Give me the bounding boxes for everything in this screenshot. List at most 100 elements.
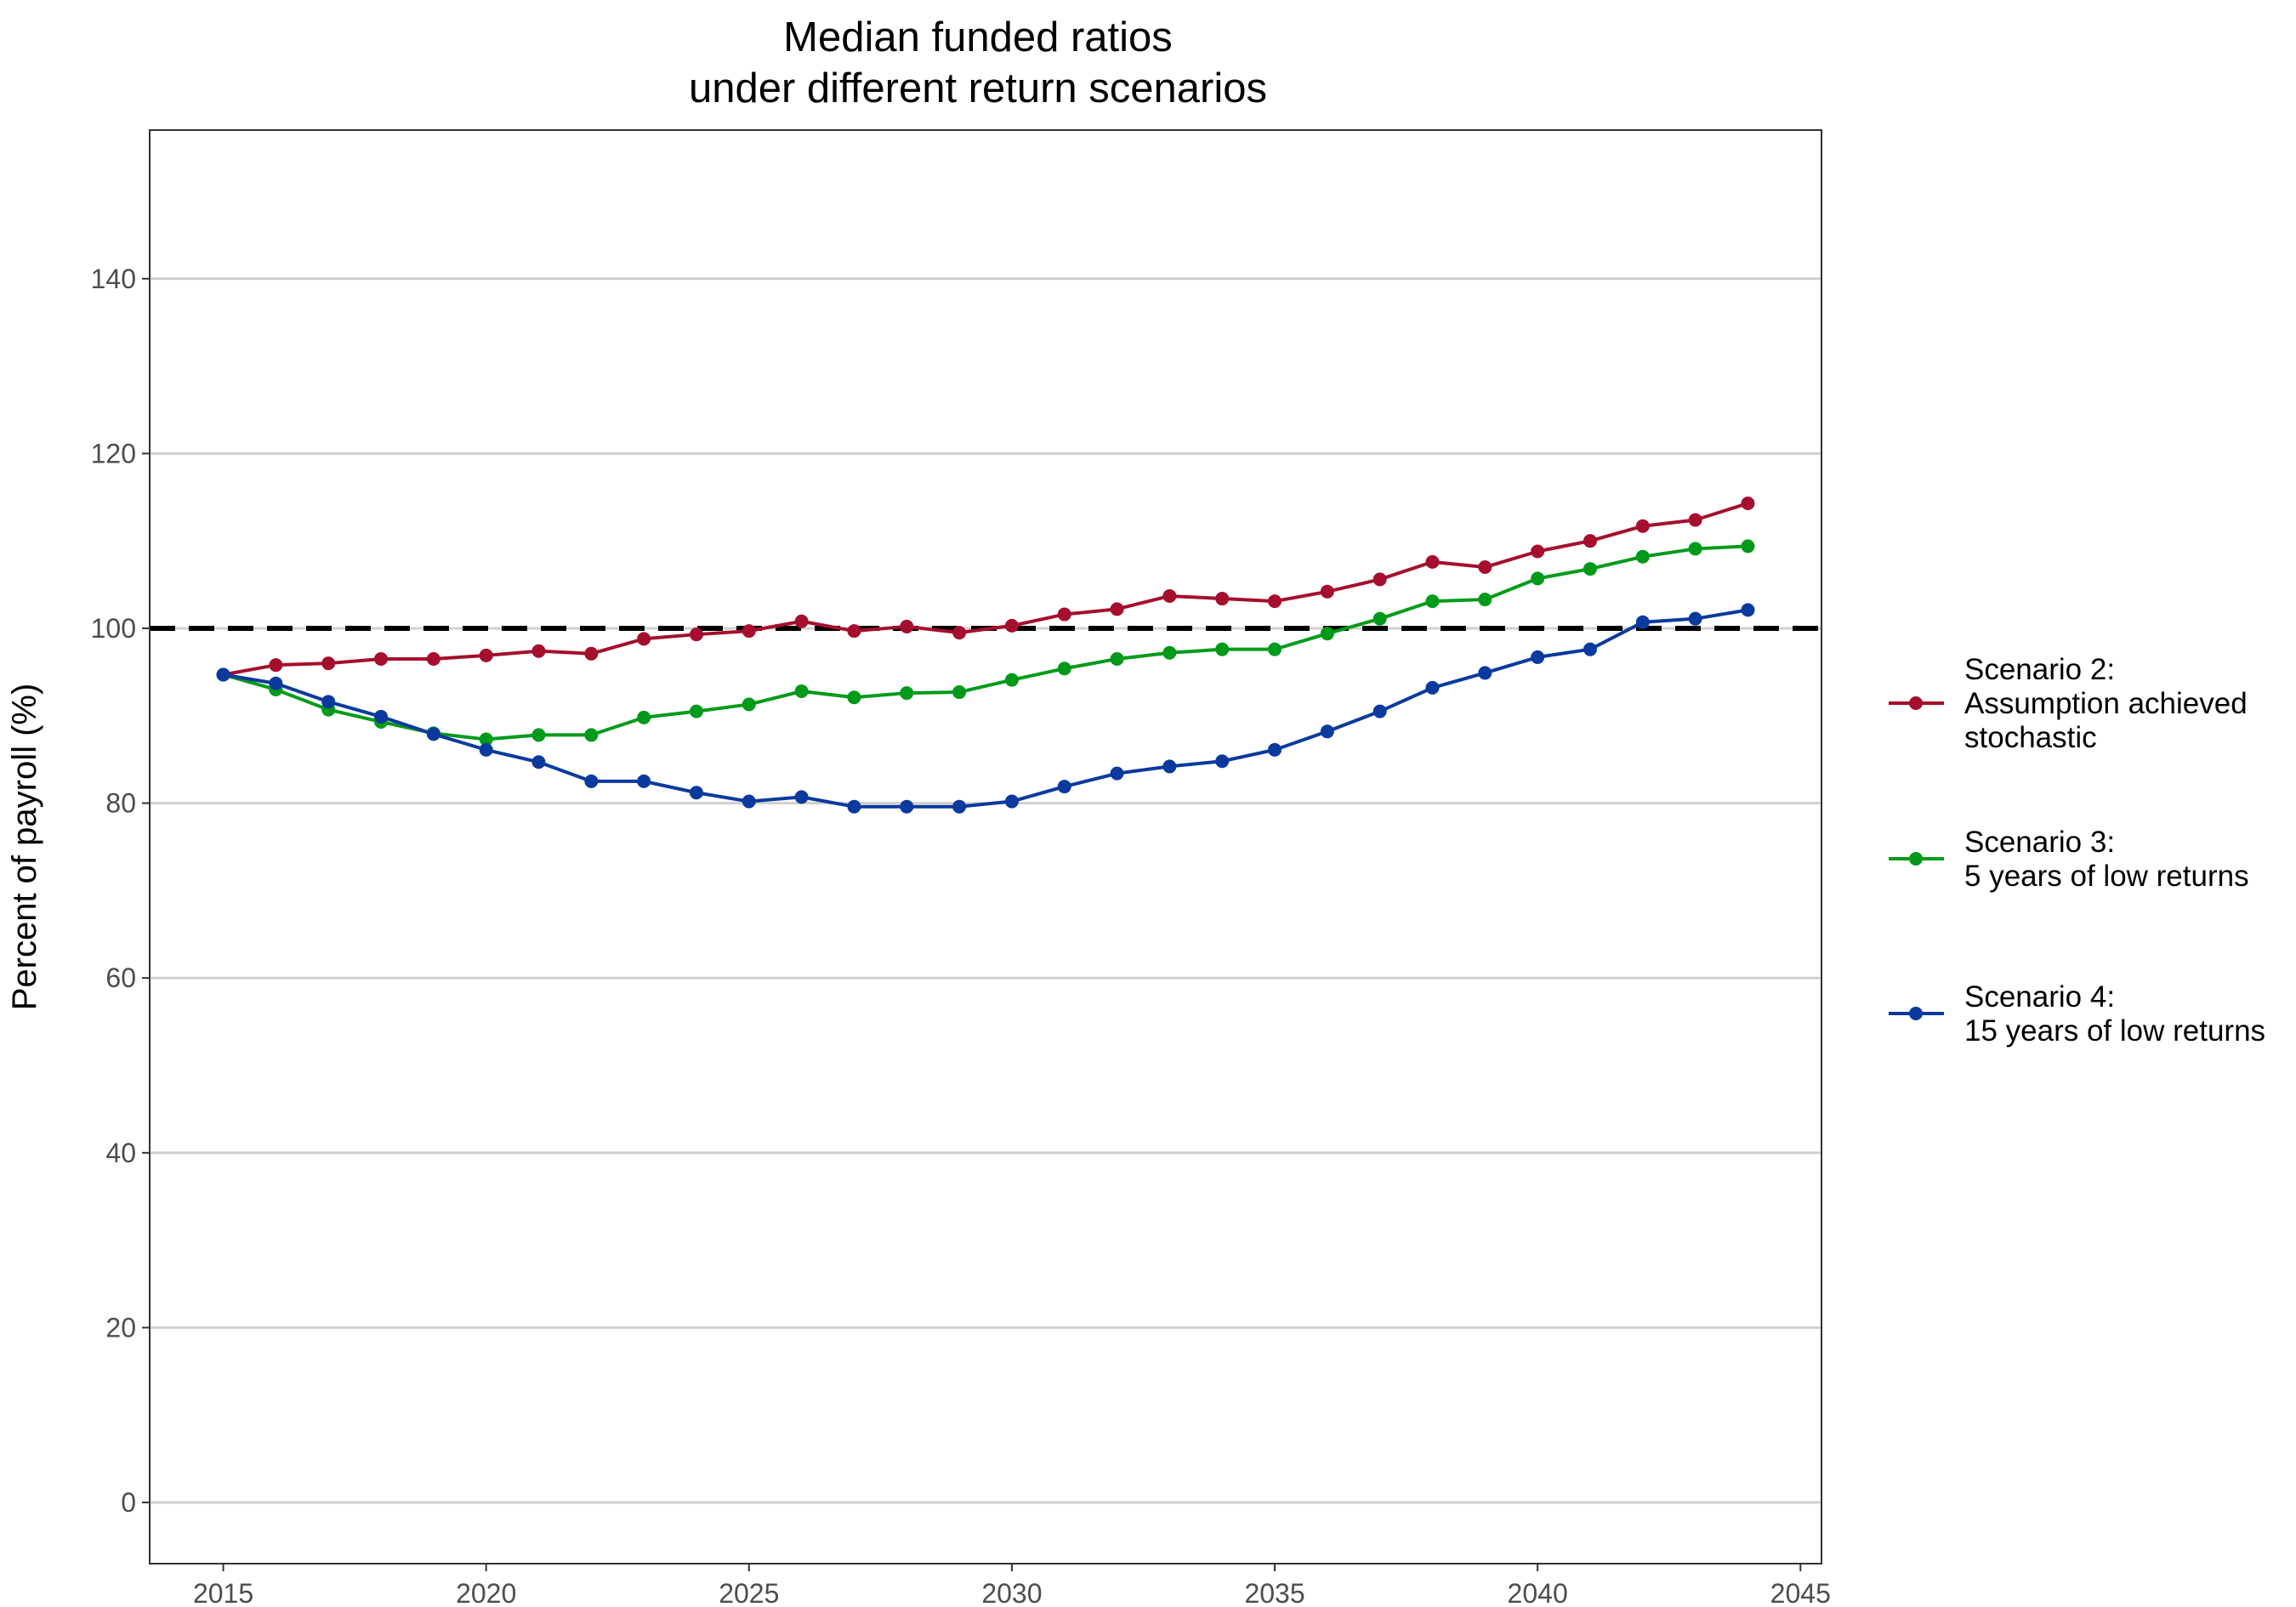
series-2-point-2023 bbox=[637, 710, 651, 724]
series-3-point-2025 bbox=[742, 794, 756, 809]
series-1-point-2020 bbox=[479, 648, 493, 662]
series-3-point-2023 bbox=[637, 774, 651, 788]
series-3-point-2024 bbox=[689, 786, 703, 800]
y-tick-label-140: 140 bbox=[91, 264, 136, 294]
series-1-point-2032 bbox=[1110, 602, 1124, 616]
series-2 bbox=[216, 539, 1755, 747]
series-1-point-2044 bbox=[1741, 496, 1755, 510]
series-2-point-2038 bbox=[1425, 594, 1440, 609]
series-2-line bbox=[223, 544, 1748, 741]
series-1-point-2028 bbox=[900, 619, 914, 633]
series-3-point-2033 bbox=[1162, 759, 1177, 774]
series-2-point-2034 bbox=[1215, 642, 1230, 656]
series-1-point-2027 bbox=[847, 624, 861, 639]
series-2-point-2033 bbox=[1162, 645, 1177, 660]
legend-label-2-line-1: Scenario 3: bbox=[1964, 826, 2115, 859]
series-1-point-2024 bbox=[689, 627, 703, 642]
series-2-point-2027 bbox=[847, 690, 861, 705]
legend-label-1-line-2: Assumption achieved bbox=[1964, 687, 2248, 720]
legend-entry-3: Scenario 4:15 years of low returns bbox=[1889, 980, 2265, 1048]
series-2-point-2042 bbox=[1635, 549, 1650, 564]
series-3-point-2035 bbox=[1268, 742, 1282, 757]
series-1-point-2030 bbox=[1004, 618, 1019, 633]
series-1-point-2026 bbox=[794, 614, 809, 628]
y-tick-label-100: 100 bbox=[91, 613, 136, 644]
x-tick-label-2045: 2045 bbox=[1770, 1578, 1831, 1607]
series-3-point-2017 bbox=[321, 695, 336, 709]
series-3-point-2036 bbox=[1320, 724, 1334, 739]
series-2-point-2028 bbox=[900, 686, 914, 701]
series-3-point-2029 bbox=[952, 799, 967, 814]
series-1-point-2023 bbox=[637, 632, 651, 646]
x-tick-label-2040: 2040 bbox=[1508, 1578, 1568, 1607]
series-2-point-2029 bbox=[952, 685, 967, 700]
series-2-point-2031 bbox=[1057, 662, 1071, 676]
series-3-point-2018 bbox=[374, 709, 389, 724]
x-tick-label-2035: 2035 bbox=[1244, 1578, 1304, 1607]
legend-label-3-line-1: Scenario 4: bbox=[1964, 980, 2115, 1014]
series-1-point-2018 bbox=[374, 651, 389, 666]
y-tick-label-120: 120 bbox=[91, 438, 136, 468]
series-3-point-2021 bbox=[531, 755, 546, 769]
legend-entry-2: Scenario 3:5 years of low returns bbox=[1889, 826, 2249, 893]
series-layer bbox=[216, 496, 1755, 814]
series-1-point-2036 bbox=[1320, 584, 1334, 599]
legend-label-2-line-2: 5 years of low returns bbox=[1964, 860, 2249, 893]
series-3-point-2026 bbox=[794, 790, 809, 804]
series-3-line bbox=[223, 608, 1748, 809]
series-2-point-2025 bbox=[742, 697, 756, 712]
series-2-point-2035 bbox=[1268, 642, 1282, 656]
legend-label-3-line-2: 15 years of low returns bbox=[1964, 1014, 2265, 1048]
series-1-point-2034 bbox=[1215, 592, 1230, 606]
series-1-point-2016 bbox=[269, 658, 283, 673]
series-2-point-2044 bbox=[1741, 539, 1755, 554]
legend: Scenario 2:Assumption achievedstochastic… bbox=[1889, 653, 2265, 1048]
legend-label-1-line-1: Scenario 2: bbox=[1964, 653, 2115, 686]
series-3-point-2015 bbox=[216, 667, 230, 682]
y-tick-label-40: 40 bbox=[105, 1138, 136, 1168]
series-3-point-2044 bbox=[1741, 603, 1755, 617]
series-2-point-2037 bbox=[1372, 611, 1387, 626]
series-3-point-2042 bbox=[1635, 615, 1650, 629]
series-3-point-2041 bbox=[1583, 642, 1597, 656]
series-3 bbox=[216, 603, 1755, 814]
series-3-point-2037 bbox=[1372, 704, 1387, 718]
series-1-point-2022 bbox=[584, 646, 599, 661]
y-tick-label-20: 20 bbox=[105, 1312, 136, 1343]
series-1-point-2043 bbox=[1688, 513, 1702, 527]
y-tick-label-0: 0 bbox=[121, 1487, 136, 1518]
series-2-point-2043 bbox=[1688, 542, 1702, 556]
series-2-point-2040 bbox=[1531, 571, 1545, 586]
series-1-point-2040 bbox=[1531, 544, 1545, 559]
series-1-point-2039 bbox=[1478, 560, 1492, 575]
legend-key-point-2 bbox=[1909, 852, 1923, 866]
series-1-point-2033 bbox=[1162, 588, 1177, 603]
series-3-point-2030 bbox=[1004, 794, 1019, 809]
series-1-point-2019 bbox=[426, 651, 440, 666]
series-1-point-2035 bbox=[1268, 594, 1282, 609]
series-2-point-2021 bbox=[531, 728, 546, 742]
y-tick-label-80: 80 bbox=[105, 788, 136, 819]
series-1-point-2037 bbox=[1372, 572, 1387, 587]
series-3-point-2043 bbox=[1688, 611, 1702, 626]
series-2-point-2030 bbox=[1004, 673, 1019, 687]
legend-key-point-1 bbox=[1909, 696, 1923, 710]
series-3-point-2040 bbox=[1531, 650, 1545, 664]
series-2-point-2024 bbox=[689, 704, 703, 718]
series-3-point-2027 bbox=[847, 799, 861, 814]
series-2-point-2036 bbox=[1320, 627, 1334, 641]
chart-title-line-2: under different return scenarios bbox=[689, 65, 1267, 111]
series-2-point-2020 bbox=[479, 732, 493, 747]
series-3-point-2032 bbox=[1110, 766, 1124, 781]
x-tick-label-2020: 2020 bbox=[456, 1578, 516, 1607]
y-axis-title: Percent of payroll (%) bbox=[6, 684, 43, 1011]
plot-panel-border bbox=[149, 129, 1822, 1564]
series-1-point-2021 bbox=[531, 644, 546, 658]
series-1-point-2031 bbox=[1057, 607, 1071, 622]
chart-title: Median funded ratios under different ret… bbox=[689, 14, 1267, 111]
series-3-point-2034 bbox=[1215, 754, 1230, 769]
series-3-point-2016 bbox=[269, 676, 283, 690]
y-tick-label-60: 60 bbox=[105, 962, 136, 993]
